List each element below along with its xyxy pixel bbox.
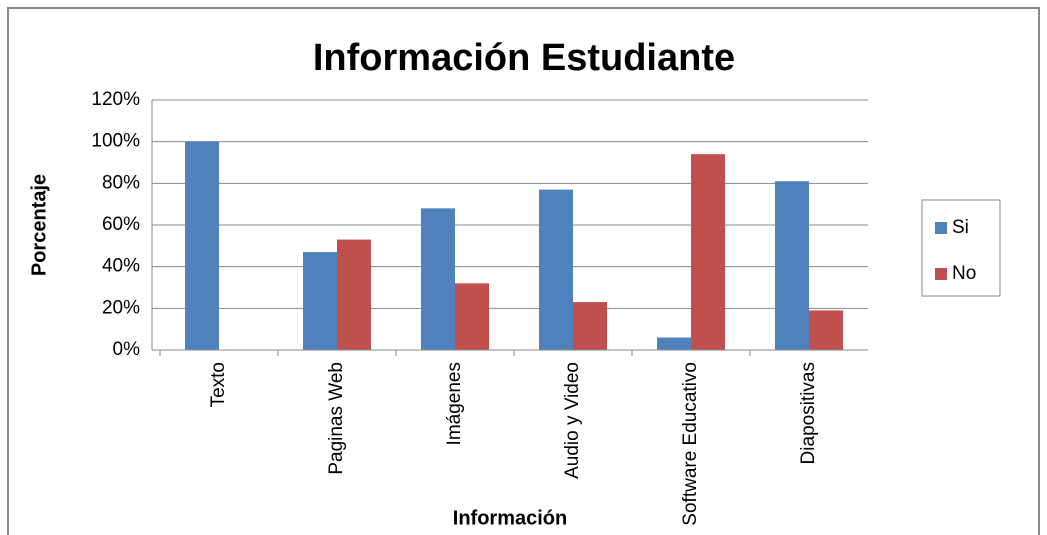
y-tick-label: 60% xyxy=(102,214,140,235)
x-tick-label: Audio y Video xyxy=(562,362,583,479)
y-tick-label: 40% xyxy=(102,256,140,277)
y-tick-label: 0% xyxy=(113,339,141,360)
legend-swatch xyxy=(935,268,947,280)
bar xyxy=(337,239,371,350)
legend-swatch xyxy=(935,222,947,234)
x-axis-label: Información xyxy=(453,507,567,529)
x-tick-label: Software Educativo xyxy=(680,362,701,526)
y-tick-label: 20% xyxy=(102,297,140,318)
bar xyxy=(573,302,607,350)
legend-label: Si xyxy=(952,217,969,238)
chart-frame xyxy=(7,7,1040,535)
chart-title: Información Estudiante xyxy=(313,37,735,79)
y-tick-label: 80% xyxy=(102,172,140,193)
bar xyxy=(809,310,843,350)
y-axis-label: Porcentaje xyxy=(28,174,50,276)
bar xyxy=(185,141,219,350)
bar xyxy=(657,337,691,350)
y-tick-label: 100% xyxy=(91,131,140,152)
x-tick-label: Texto xyxy=(208,362,229,407)
y-tick-label: 120% xyxy=(91,89,140,110)
bar xyxy=(775,181,809,350)
bar xyxy=(691,154,725,350)
x-tick-label: Imágenes xyxy=(444,362,465,445)
x-tick-label: Paginas Web xyxy=(326,362,347,475)
legend-label: No xyxy=(952,263,976,284)
bar xyxy=(455,283,489,350)
bar xyxy=(539,189,573,350)
bar xyxy=(303,252,337,350)
bar xyxy=(421,208,455,350)
x-tick-label: Diapositivas xyxy=(798,362,819,464)
